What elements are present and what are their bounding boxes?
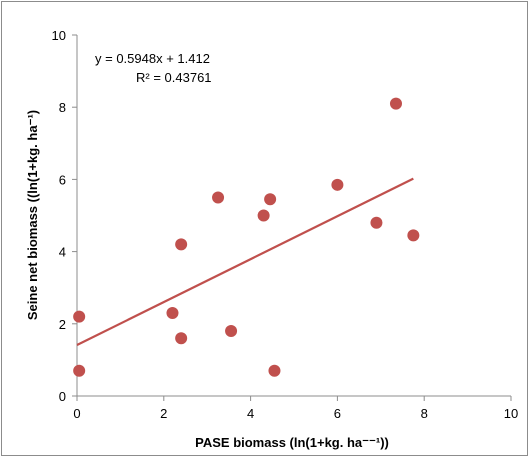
y-tick-label: 2 — [59, 317, 66, 332]
axes — [76, 35, 511, 397]
y-axis-title: Seine net biomass ((ln(1+kg. ha⁻¹) — [25, 110, 40, 320]
y-tick-label: 0 — [59, 389, 66, 404]
trendline-group — [76, 177, 414, 347]
data-point — [73, 310, 86, 323]
trendline — [76, 177, 414, 347]
data-point — [166, 306, 179, 319]
x-tick-label: 2 — [160, 406, 167, 421]
x-tick-label: 10 — [504, 406, 518, 421]
data-point — [175, 238, 188, 251]
data-point — [212, 191, 225, 204]
y-tick-label: 10 — [52, 28, 66, 43]
data-point — [370, 216, 383, 229]
data-point — [389, 97, 402, 110]
x-tick-label: 0 — [73, 406, 80, 421]
y-tick-label: 8 — [59, 100, 66, 115]
ticks: 0 2 4 6 8 10 0 2 4 6 8 10 — [52, 28, 519, 421]
trendline-equation: y = 0.5948x + 1.412 — [95, 51, 210, 66]
data-point — [268, 364, 281, 377]
data-point — [257, 209, 270, 222]
data-point — [73, 364, 86, 377]
data-points — [73, 97, 420, 377]
data-point — [175, 332, 188, 345]
x-tick-label: 8 — [421, 406, 428, 421]
x-axis-title: PASE biomass (ln(1+kg. ha⁻⁻¹)) — [195, 435, 389, 450]
data-point — [264, 193, 277, 206]
y-tick-label: 4 — [59, 245, 66, 260]
data-point — [225, 325, 238, 338]
y-tick-label: 6 — [59, 172, 66, 187]
data-point — [331, 178, 344, 191]
x-tick-label: 6 — [334, 406, 341, 421]
data-point — [407, 229, 420, 242]
x-tick-label: 4 — [247, 406, 254, 421]
r-squared-label: R² = 0.43761 — [136, 70, 212, 85]
